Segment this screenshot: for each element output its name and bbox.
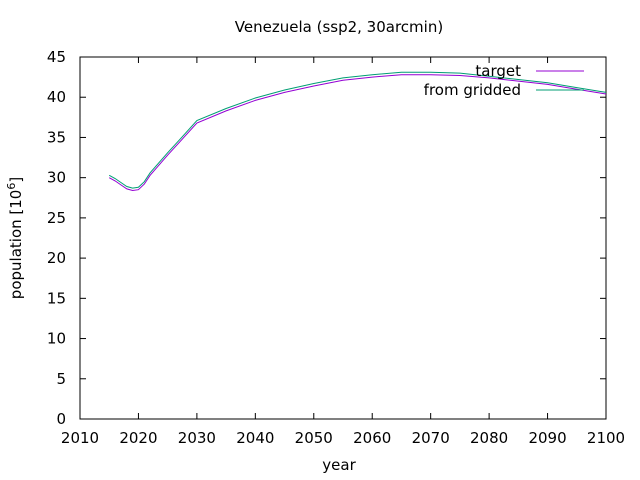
y-tick-label: 20 — [47, 249, 66, 267]
y-tick-label: 15 — [47, 289, 66, 307]
x-tick-label: 2080 — [470, 429, 508, 447]
y-axis: 0 5 10 15 20 25 30 35 40 45 — [47, 48, 606, 428]
series-lines — [108, 71, 607, 192]
y-axis-label-exponent: 6 — [5, 183, 18, 190]
y-axis-label: population [106] — [5, 177, 25, 299]
y-tick-label: 25 — [47, 209, 66, 227]
series-line-target — [108, 74, 607, 192]
chart-title: Venezuela (ssp2, 30arcmin) — [235, 18, 443, 36]
series-line-from-gridded — [108, 71, 607, 189]
x-tick-label: 2010 — [61, 429, 99, 447]
plot-frame — [79, 56, 607, 420]
y-tick-label: 40 — [47, 88, 66, 106]
x-tick-label: 2030 — [178, 429, 216, 447]
x-axis: 2010 2020 2030 2040 2050 2060 2070 2080 2090 2100 — [61, 57, 625, 447]
legend-label-from-gridded: from gridded — [424, 81, 521, 99]
x-tick-label: 2070 — [412, 429, 450, 447]
y-tick-label: 5 — [56, 370, 66, 388]
x-tick-label: 2020 — [119, 429, 157, 447]
x-tick-label: 2060 — [353, 429, 391, 447]
y-tick-label: 35 — [47, 128, 66, 146]
y-axis-label-base: population [10 — [7, 190, 25, 300]
x-tick-label: 2090 — [528, 429, 566, 447]
y-tick-label: 30 — [47, 169, 66, 187]
x-tick-label: 2100 — [587, 429, 625, 447]
x-axis-label: year — [322, 456, 356, 474]
y-tick-label: 10 — [47, 330, 66, 348]
y-tick-label: 0 — [56, 410, 66, 428]
y-axis-label-close: ] — [7, 177, 25, 183]
y-tick-label: 45 — [47, 48, 66, 66]
x-tick-label: 2050 — [295, 429, 333, 447]
legend-label-target: target — [475, 62, 521, 80]
x-tick-label: 2040 — [236, 429, 274, 447]
